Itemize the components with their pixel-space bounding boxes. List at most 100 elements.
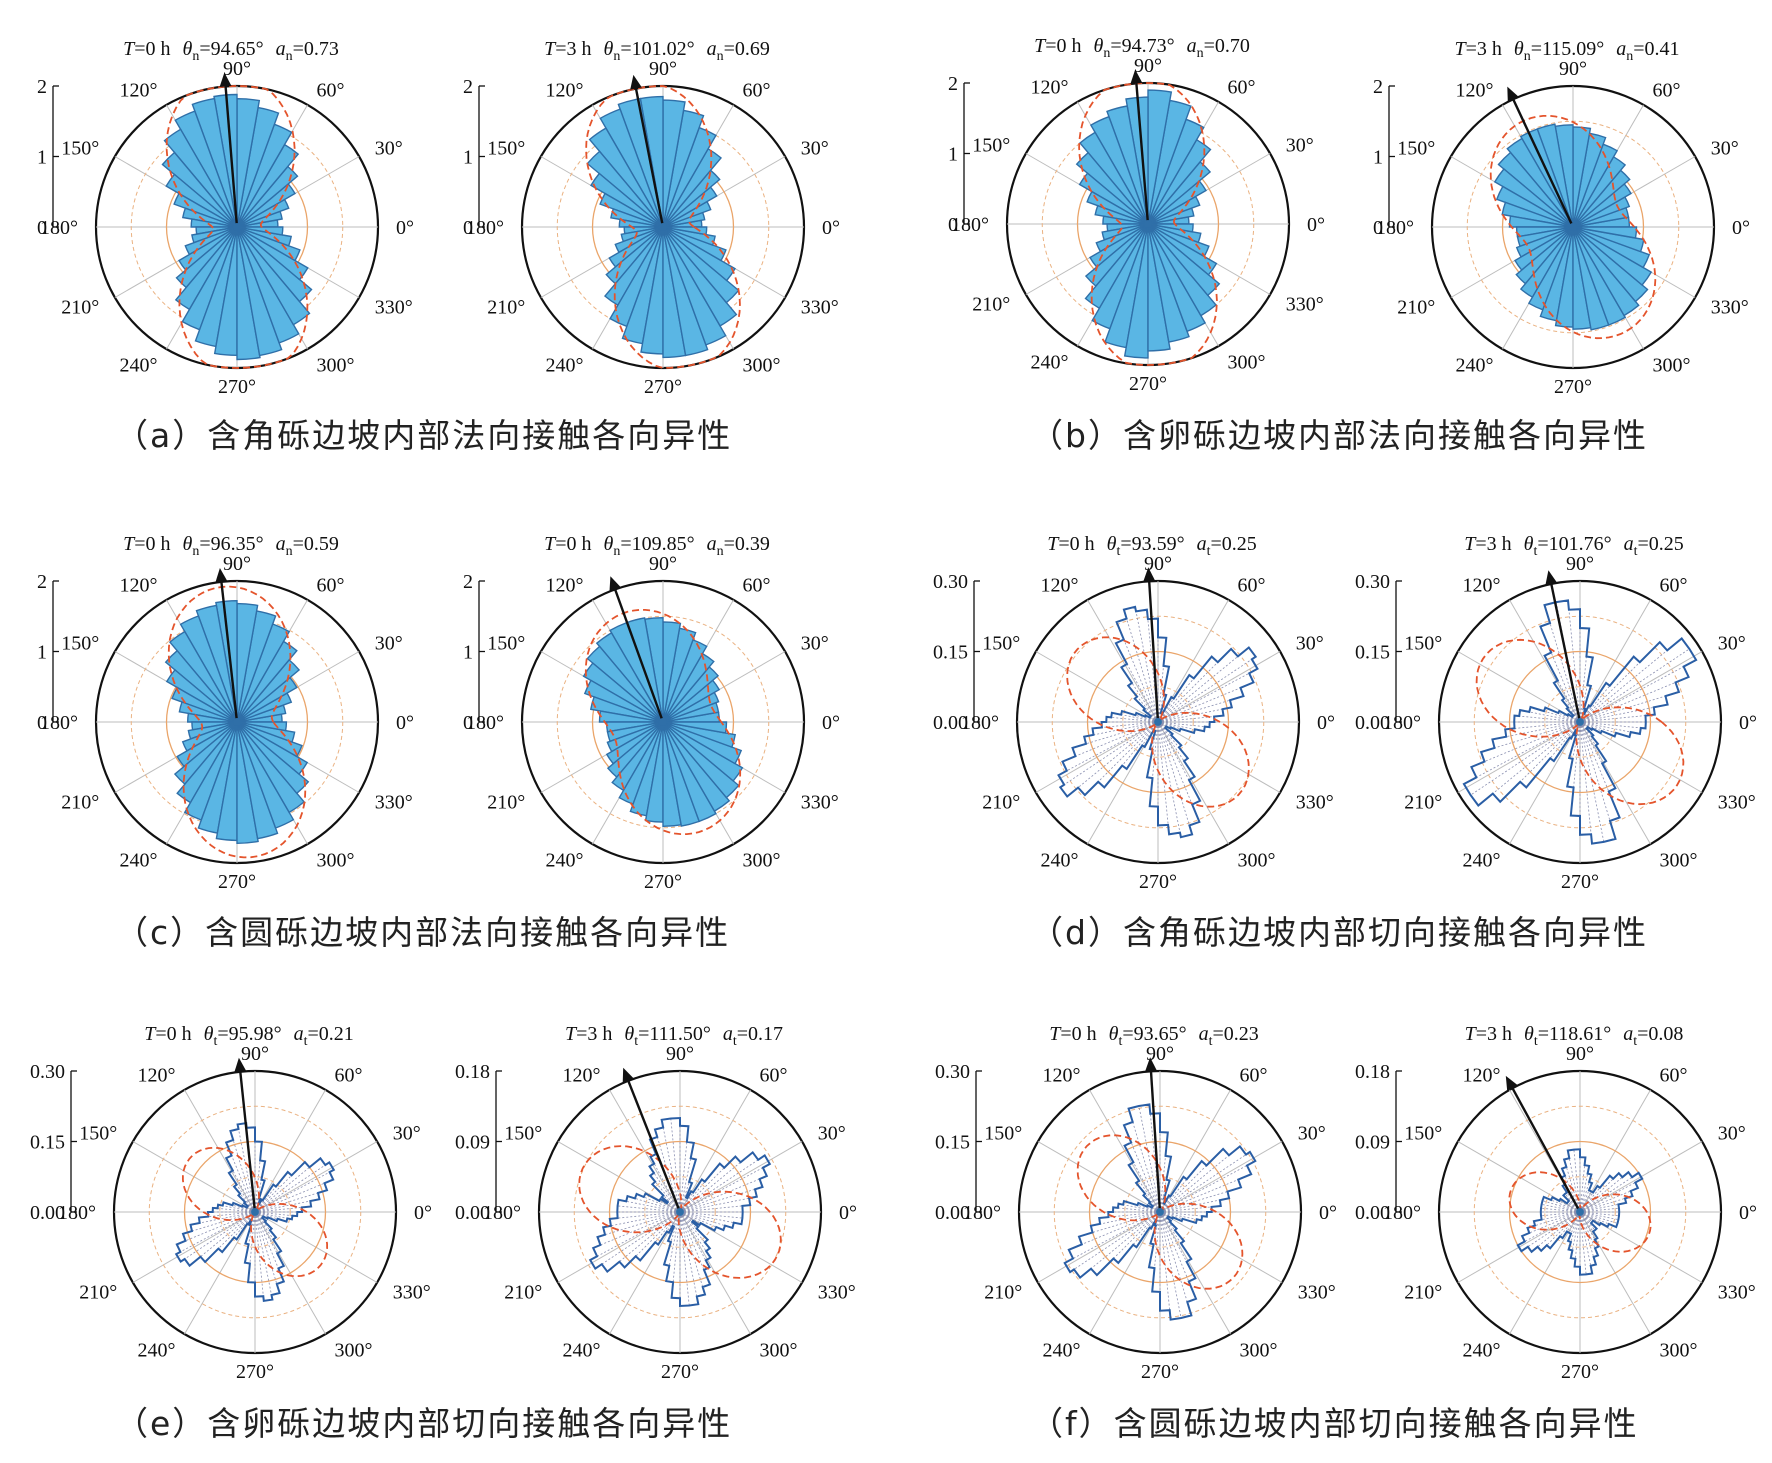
figure-caption: （a）含角砾边坡内部法向接触各向异性 — [115, 416, 732, 455]
title-T-value: =3 h — [1466, 38, 1502, 60]
angle-label: 180° — [466, 712, 504, 734]
radial-tick-label: 0 — [948, 214, 958, 236]
title-a-value: =0.25 — [1638, 533, 1684, 555]
polar-radial-dot — [1579, 714, 1655, 723]
angle-label: 60° — [1653, 79, 1681, 101]
angle-label: 0° — [414, 1202, 432, 1224]
polar-radial-dot — [1151, 1211, 1161, 1292]
polar-radial-dot — [1514, 715, 1581, 723]
polar-bar — [179, 615, 238, 723]
polar-radial-dot — [1141, 721, 1159, 746]
angle-label: 210° — [1404, 792, 1442, 814]
title-a-sub: n — [1197, 46, 1204, 61]
angle-label: 180° — [1376, 217, 1414, 239]
angle-label: 210° — [487, 792, 525, 814]
title-T-value: =3 h — [576, 1023, 612, 1045]
polar-fit-curve — [585, 85, 741, 369]
polar-chart-f-left: 0° 30° 60° 90° 120° 150° 180° 210° 240° 270° 300° 3… — [935, 1023, 1337, 1383]
polar-radial-dot — [254, 1211, 265, 1301]
angle-label: 330° — [801, 297, 839, 319]
angle-label: 240° — [138, 1340, 176, 1362]
angle-label: 180° — [40, 217, 78, 239]
polar-bar — [1572, 226, 1627, 326]
angle-label: 150° — [984, 1123, 1022, 1145]
polar-radial-dot — [667, 1201, 681, 1213]
angle-label: 90° — [223, 58, 251, 80]
figure-caption: （e）含卵砾边坡内部切向接触各向异性 — [115, 1404, 732, 1443]
angle-label: 150° — [982, 633, 1020, 655]
principal-direction-arrow — [224, 86, 239, 228]
title-theta-sub: t — [634, 1034, 638, 1049]
angle-label: 30° — [1711, 138, 1739, 160]
angle-label: 240° — [120, 355, 158, 377]
polar-bar — [662, 721, 728, 734]
polar-radial-dot — [1550, 652, 1581, 723]
polar-radial-dot — [635, 1211, 681, 1257]
polar-radial-dot — [254, 1164, 326, 1213]
polar-bar — [595, 631, 664, 723]
title-theta-symbol: θ — [1107, 533, 1117, 555]
title-theta-value: =101.76° — [1537, 533, 1611, 555]
radial-tick-label: 0.00 — [30, 1202, 65, 1224]
title-theta-value: =93.65° — [1122, 1023, 1186, 1045]
polar-radial-dot — [1579, 676, 1689, 723]
polar-radial-dot — [1068, 1211, 1161, 1251]
chart-title: T=0 h θt=93.65° at=0.23 — [1049, 1023, 1259, 1049]
title-theta-symbol: θ — [604, 533, 614, 555]
title-theta-sub: n — [192, 49, 199, 64]
title-a-symbol: a — [1616, 38, 1626, 60]
polar-chart-e-right: 0° 30° 60° 90° 120° 150° 180° 210° 240° 270° 300° 3… — [455, 1023, 857, 1383]
principal-direction-arrow — [613, 588, 665, 723]
polar-chart-d-right: 0° 30° 60° 90° 120° 150° 180° 210° 240° 270° 300° 3… — [1355, 533, 1757, 893]
title-theta-sub: t — [1118, 1034, 1122, 1049]
polar-radial-dot — [1157, 678, 1195, 723]
polar-bar — [599, 108, 664, 228]
polar-bar — [1506, 137, 1574, 228]
title-T-value: =0 h — [1045, 35, 1081, 57]
title-T-value: =0 h — [134, 533, 170, 555]
radial-tick-label: 0.09 — [455, 1132, 490, 1154]
polar-ring-inner — [1124, 1176, 1196, 1248]
chart-title: T=3 h θn=101.02° an=0.69 — [544, 38, 770, 64]
title-T-symbol: T — [565, 1023, 578, 1045]
polar-radial-dot — [593, 1211, 681, 1249]
angle-label: 270° — [644, 376, 682, 398]
angle-label: 120° — [1456, 79, 1494, 101]
angle-label: 300° — [1238, 850, 1276, 872]
angle-label: 210° — [1404, 1282, 1442, 1304]
radial-tick-label: 0.15 — [1355, 642, 1390, 664]
polar-radial-dot — [679, 1211, 743, 1219]
polar-center — [1576, 718, 1584, 726]
polar-bar — [1147, 223, 1218, 276]
title-T-value: =0 h — [1060, 1023, 1096, 1045]
angle-label: 330° — [393, 1282, 431, 1304]
polar-radial-dot — [618, 1199, 681, 1213]
angle-label: 150° — [1404, 1123, 1442, 1145]
polar-radial-dot — [1134, 606, 1159, 723]
polar-radial-dot — [1092, 721, 1159, 729]
angle-label: 150° — [61, 633, 99, 655]
polar-radial-dot — [1579, 1182, 1593, 1213]
radial-tick-label: 0.15 — [933, 642, 968, 664]
title-theta-symbol: θ — [183, 38, 193, 60]
polar-radial-dot — [254, 1211, 278, 1285]
polar-radial-dot — [1567, 1211, 1581, 1242]
polar-bar — [1147, 223, 1207, 333]
polar-radial-dot — [1579, 721, 1610, 792]
angle-label: 60° — [1238, 574, 1266, 596]
polar-center — [676, 1208, 684, 1216]
polar-radial-dot — [1579, 1211, 1593, 1223]
angle-label: 90° — [1134, 55, 1162, 77]
polar-chart-c-right: 0° 30° 60° 90° 120° 150° 180° 210° 240° 270° 300° 3… — [463, 533, 840, 893]
polar-radial-dot — [254, 1169, 334, 1213]
polar-radial-dot — [1579, 1187, 1601, 1213]
polar-radial-dot — [1552, 1196, 1581, 1213]
polar-radial-dot — [1559, 1211, 1581, 1237]
polar-radial-dot — [654, 1181, 681, 1213]
polar-radial-dot — [1157, 706, 1232, 723]
polar-radial-dot — [1574, 1211, 1581, 1267]
angle-label: 0° — [396, 217, 414, 239]
polar-radial-dot — [176, 1211, 256, 1255]
angle-label: 30° — [1296, 633, 1324, 655]
radial-tick-label: 2 — [463, 571, 473, 593]
